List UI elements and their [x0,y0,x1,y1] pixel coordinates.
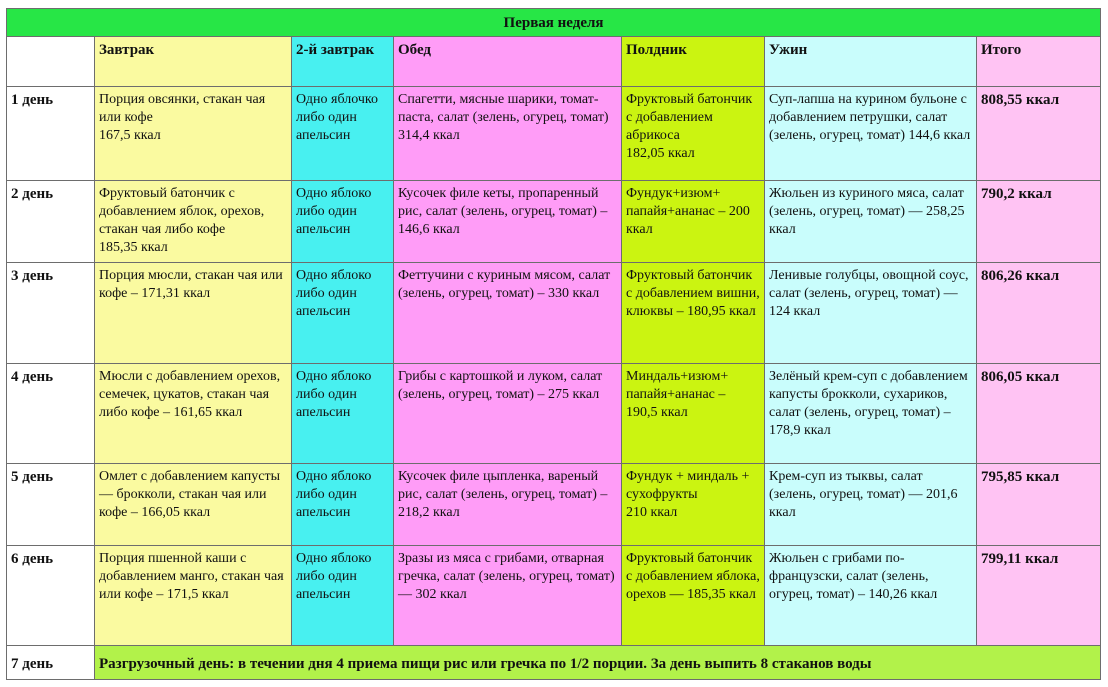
breakfast-cell: Омлет с добавлением капусты — брокколи, … [94,462,292,546]
lunch-cell: Спагетти, мясные шарики, томат-паста, са… [393,86,622,182]
table-title: Первая неделя [5,7,1102,38]
day-label: 3 день [6,262,95,364]
table-row: 1 день Порция овсянки, стакан чая или коф… [6,86,1102,182]
table-row: 6 день Порция пшенной каши с добавлением … [6,544,1102,647]
snack-cell: Фундук+изюм+ папайя+ананас – 200 ккал [621,180,765,264]
day7-row: 7 день Разгрузочный день: в течении дня … [6,645,1102,680]
lunch-cell: Кусочек филе кеты, пропаренный рис, сала… [393,180,622,264]
header-breakfast: Завтрак [94,36,292,88]
total-cell: 790,2 ккал [975,180,1102,264]
table-row: 5 день Омлет с добавлением капусты — брок… [6,462,1102,546]
header-total: Итого [975,36,1102,88]
title-row: Первая неделя [5,7,1102,38]
day-label: 1 день [6,86,95,182]
header-lunch: Обед [393,36,622,88]
table-row: 4 день Мюсли с добавлением орехов, семече… [6,362,1102,464]
table-row: 3 день Порция мюсли, стакан чая или кофе … [6,262,1102,364]
snack-cell: Миндаль+изюм+ папайя+ананас – 190,5 ккал [621,362,765,464]
total-cell: 808,55 ккал [975,86,1102,182]
lunch-cell: Зразы из мяса с грибами, отварная гречка… [393,544,622,647]
second-breakfast-cell: Одно яблочко либо один апельсин [291,86,394,182]
second-breakfast-cell: Одно яблоко либо один апельсин [291,180,394,264]
snack-cell: Фундук + миндаль + сухофрукты 210 ккал [621,462,765,546]
breakfast-cell: Фруктовый батончик с добавлением яблок, … [94,180,292,264]
day-label: 5 день [6,462,95,546]
snack-cell: Фруктовый батончик с добавлением вишни, … [621,262,765,364]
dinner-cell: Жюльен с грибами по-французски, салат (з… [764,544,977,647]
breakfast-cell: Мюсли с добавлением орехов, семечек, цук… [94,362,292,464]
day-label: 6 день [6,544,95,647]
lunch-cell: Грибы с картошкой и луком, салат (зелень… [393,362,622,464]
header-second-breakfast: 2-й завтрак [291,36,394,88]
dinner-cell: Ленивые голубцы, овощной соус, салат (зе… [764,262,977,364]
dinner-cell: Крем-суп из тыквы, салат (зелень, огурец… [764,462,977,546]
lunch-cell: Кусочек филе цыпленка, вареный рис, сала… [393,462,622,546]
second-breakfast-cell: Одно яблоко либо один апельсин [291,544,394,647]
second-breakfast-cell: Одно яблоко либо один апельсин [291,262,394,364]
snack-cell: Фруктовый батончик с добавлением абрикос… [621,86,765,182]
total-cell: 799,11 ккал [975,544,1102,647]
total-cell: 806,05 ккал [975,362,1102,464]
breakfast-cell: Порция пшенной каши с добавлением манго,… [94,544,292,647]
total-cell: 795,85 ккал [975,462,1102,546]
second-breakfast-cell: Одно яблоко либо один апельсин [291,362,394,464]
table-row: 2 день Фруктовый батончик с добавлением я… [6,180,1102,264]
dinner-cell: Суп-лапша на курином бульоне с добавлени… [764,86,977,182]
breakfast-cell: Порция овсянки, стакан чая или кофе 167,5… [94,86,292,182]
lunch-cell: Феттучини с куриным мясом, салат (зелень… [393,262,622,364]
header-dinner: Ужин [764,36,977,88]
fasting-day-note: Разгрузочный день: в течении дня 4 прием… [93,645,1102,680]
header-snack: Полдник [621,36,765,88]
snack-cell: Фруктовый батончик с добавлением яблока,… [621,544,765,647]
second-breakfast-cell: Одно яблоко либо один апельсин [291,462,394,546]
dinner-cell: Зелёный крем-суп с добавлением капусты б… [764,362,977,464]
breakfast-cell: Порция мюсли, стакан чая или кофе – 171,… [94,262,292,364]
day7-label: 7 день [6,645,95,680]
meal-plan-table: Первая неделя Завтрак 2-й завтрак Обед П… [5,7,1102,680]
dinner-cell: Жюльен из куриного мяса, салат (зелень, … [764,180,977,264]
header-day [6,36,95,88]
total-cell: 806,26 ккал [975,262,1102,364]
day-label: 2 день [6,180,95,264]
day-label: 4 день [6,362,95,464]
header-row: Завтрак 2-й завтрак Обед Полдник Ужин Ит… [6,36,1102,88]
